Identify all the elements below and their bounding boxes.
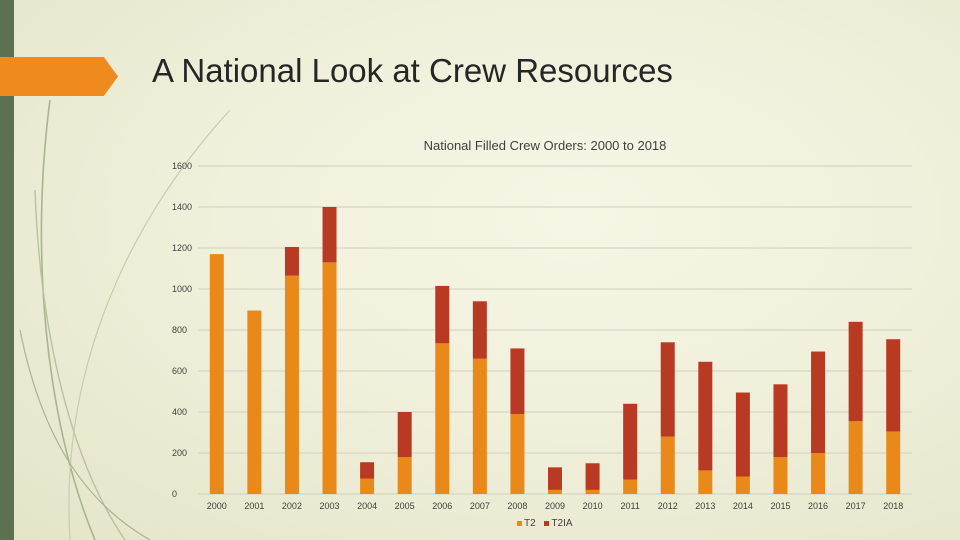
x-tick-label: 2004 xyxy=(357,501,377,511)
bar-t2-2000 xyxy=(209,254,224,494)
bar-t2ia-2013 xyxy=(698,361,713,471)
legend-label-t2ia: T2IA xyxy=(551,518,573,529)
chart-title: National Filled Crew Orders: 2000 to 201… xyxy=(423,138,667,153)
bar-t2-2009 xyxy=(548,489,562,494)
y-tick-label: 400 xyxy=(172,407,187,417)
bar-t2-2002 xyxy=(284,275,299,494)
left-accent-bar xyxy=(0,0,14,540)
x-tick-label: 2015 xyxy=(770,501,790,511)
y-tick-label: 1600 xyxy=(172,161,192,171)
x-tick-label: 2002 xyxy=(282,501,302,511)
bar-t2ia-2006 xyxy=(435,285,450,344)
x-tick-label: 2006 xyxy=(432,501,452,511)
bar-t2ia-2012 xyxy=(660,342,675,437)
bar-t2ia-2017 xyxy=(848,321,863,422)
legend-swatch-t2ia xyxy=(544,520,550,526)
x-tick-label: 2003 xyxy=(320,501,340,511)
bar-t2-2004 xyxy=(360,478,375,494)
bar-t2-2012 xyxy=(660,436,675,494)
bar-t2ia-2016 xyxy=(811,351,826,453)
bar-t2ia-2010 xyxy=(585,463,600,490)
bar-t2-2007 xyxy=(472,358,487,494)
bar-t2-2011 xyxy=(623,479,638,494)
legend-item-t2ia: T2IA xyxy=(544,518,573,529)
bar-t2-2005 xyxy=(397,457,412,494)
x-tick-label: 2000 xyxy=(207,501,227,511)
x-tick-label: 2008 xyxy=(507,501,527,511)
bar-t2-2017 xyxy=(848,421,863,494)
bar-t2-2016 xyxy=(811,453,826,494)
bar-t2-2014 xyxy=(735,476,750,494)
y-tick-label: 0 xyxy=(172,489,177,499)
bar-t2-2018 xyxy=(886,431,901,494)
x-tick-label: 2018 xyxy=(883,501,903,511)
bar-t2ia-2003 xyxy=(322,207,337,263)
legend-item-t2: T2 xyxy=(517,518,536,529)
y-tick-label: 800 xyxy=(172,325,187,335)
bar-t2ia-2005 xyxy=(397,412,412,458)
x-tick-label: 2013 xyxy=(695,501,715,511)
x-tick-label: 2009 xyxy=(545,501,565,511)
bar-t2ia-2015 xyxy=(773,384,788,458)
x-tick-label: 2011 xyxy=(620,501,639,511)
bar-t2-2010 xyxy=(585,489,600,494)
bar-t2-2008 xyxy=(510,414,525,494)
x-tick-label: 2001 xyxy=(244,501,264,511)
x-tick-label: 2016 xyxy=(808,501,828,511)
bar-t2-2001 xyxy=(247,310,262,494)
x-tick-label: 2012 xyxy=(658,501,678,511)
x-tick-label: 2014 xyxy=(733,501,753,511)
bar-t2-2015 xyxy=(773,457,788,494)
y-tick-label: 600 xyxy=(172,366,187,376)
x-tick-label: 2005 xyxy=(395,501,415,511)
y-tick-label: 1400 xyxy=(172,202,192,212)
y-tick-label: 1000 xyxy=(172,284,192,294)
bar-t2ia-2007 xyxy=(472,301,487,359)
slide-title: A National Look at Crew Resources xyxy=(152,52,673,89)
bar-t2ia-2002 xyxy=(284,246,299,276)
bar-t2-2013 xyxy=(698,470,713,494)
bar-t2ia-2011 xyxy=(623,403,638,480)
bar-t2-2003 xyxy=(322,262,337,494)
chart-legend: T2 T2IA xyxy=(517,518,579,529)
x-tick-label: 2007 xyxy=(470,501,490,511)
bar-t2ia-2004 xyxy=(360,462,375,479)
y-tick-label: 1200 xyxy=(172,243,192,253)
bar-t2ia-2008 xyxy=(510,348,525,415)
bar-t2ia-2018 xyxy=(886,339,901,432)
legend-swatch-t2 xyxy=(517,520,522,526)
x-tick-label: 2010 xyxy=(583,501,603,511)
legend-label-t2: T2 xyxy=(524,518,536,529)
x-tick-label: 2017 xyxy=(846,501,866,511)
y-tick-label: 200 xyxy=(172,448,187,458)
decorative-swoosh-lines xyxy=(19,99,231,540)
bar-t2ia-2009 xyxy=(548,467,562,490)
title-accent-tab xyxy=(0,57,118,96)
bar-t2ia-2014 xyxy=(735,392,750,477)
bar-t2-2006 xyxy=(435,343,450,494)
